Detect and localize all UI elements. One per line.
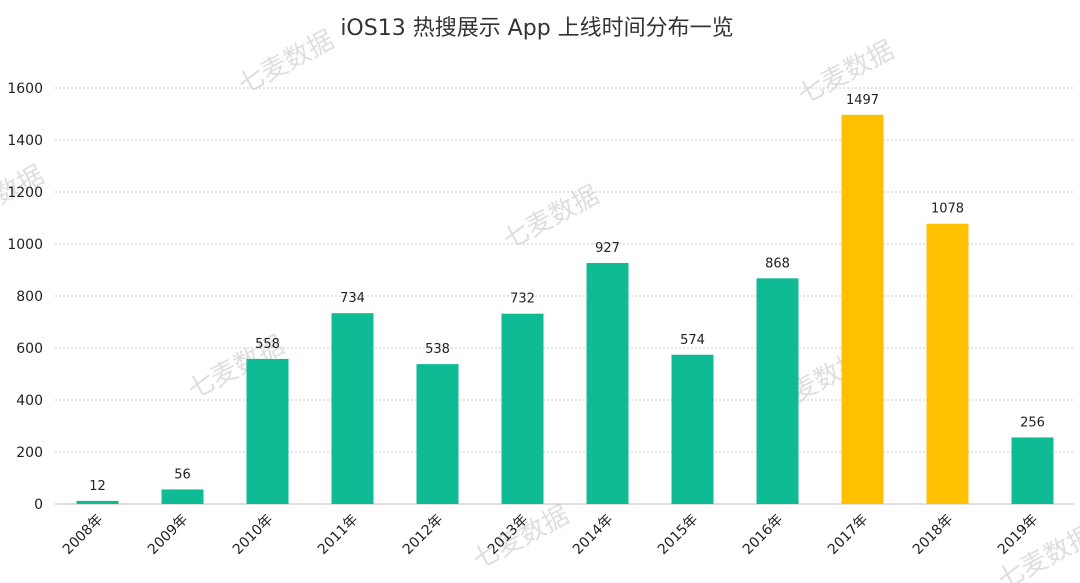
x-tick-label: 2017年: [825, 512, 871, 558]
gridlines: [55, 87, 1075, 505]
x-tick-label: 2016年: [740, 512, 786, 558]
y-tick-label: 0: [34, 497, 43, 513]
data-label: 538: [425, 342, 450, 357]
data-label: 574: [680, 333, 705, 348]
bar-2014年: [586, 262, 629, 504]
data-label: 868: [765, 256, 790, 271]
watermark-0: 七麦数据: [233, 25, 339, 100]
y-tick-label: 200: [16, 445, 43, 461]
data-label: 12: [89, 479, 106, 494]
y-tick-label: 600: [16, 341, 43, 357]
y-tick-label: 1200: [7, 185, 43, 201]
bar-2011年: [331, 313, 374, 504]
x-tick-label: 2010年: [230, 512, 276, 558]
x-tick-label: 2012年: [400, 512, 446, 558]
data-label: 734: [340, 291, 365, 306]
y-tick-label: 1400: [7, 133, 43, 149]
bar-2009年: [161, 489, 204, 504]
data-label: 1497: [846, 93, 879, 108]
y-tick-label: 1600: [7, 81, 43, 97]
bar-2019年: [1011, 437, 1054, 504]
x-tick-label: 2014年: [570, 512, 616, 558]
data-label: 256: [1020, 415, 1045, 430]
bar-2017年: [841, 114, 884, 504]
data-label: 927: [595, 241, 620, 256]
x-tick-label: 2008年: [60, 512, 106, 558]
y-tick-label: 400: [16, 393, 43, 409]
bar-2008年: [76, 500, 119, 504]
data-label: 732: [510, 292, 535, 307]
bar-2018年: [926, 223, 969, 504]
bars: [76, 114, 1054, 504]
data-label: 1078: [931, 202, 964, 217]
x-tick-label: 2018年: [910, 512, 956, 558]
x-tick-label: 2015年: [655, 512, 701, 558]
chart-title: iOS13 热搜展示 App 上线时间分布一览: [340, 16, 733, 41]
y-tick-label: 800: [16, 289, 43, 305]
data-label: 56: [174, 467, 191, 482]
data-labels: 12 56 558 734 538 732 927 574 868 1497 1078 256: [89, 93, 1045, 494]
watermark-6: 七麦数据: [468, 500, 574, 575]
x-tick-label: 2011年: [315, 512, 361, 558]
y-tick-label: 1000: [7, 237, 43, 253]
x-tick-label: 2009年: [145, 512, 191, 558]
bar-2015年: [671, 354, 714, 504]
bar-2013年: [501, 313, 544, 504]
y-axis: 0 200 400 600 800 1000 1200 1400 1600: [7, 81, 43, 513]
bar-2012年: [416, 364, 459, 504]
bar-2016年: [756, 278, 799, 504]
data-label: 558: [255, 337, 280, 352]
bar-2010年: [246, 358, 289, 504]
